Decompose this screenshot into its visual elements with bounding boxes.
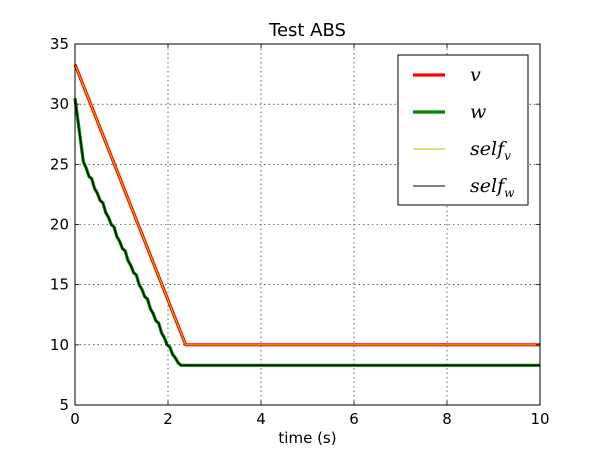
grid-layer	[75, 44, 540, 405]
legend-label-w: w	[470, 101, 486, 123]
legend-label-self-w: selfw	[470, 175, 515, 200]
series-line-self-w	[74, 98, 540, 366]
x-axis-label: time (s)	[278, 429, 336, 447]
y-tick-label: 35	[50, 35, 69, 53]
series-line-self-v	[74, 64, 540, 346]
series-layer	[73, 63, 540, 367]
legend-label-subscript: v	[504, 149, 511, 163]
chart-title: Test ABS	[268, 20, 346, 41]
x-tick-label: 0	[70, 410, 80, 428]
y-tick-label: 30	[50, 95, 69, 113]
legend-box	[397, 54, 529, 206]
y-tick-label: 20	[50, 216, 69, 234]
y-tick-label: 5	[59, 396, 69, 414]
x-tick-label: 8	[442, 410, 452, 428]
y-tick-label: 25	[50, 155, 69, 173]
y-tick-label: 15	[50, 276, 69, 294]
x-tick-label: 6	[349, 410, 359, 428]
x-tick-label: 2	[163, 410, 173, 428]
x-tick-label: 10	[530, 410, 549, 428]
legend-label-v: v	[470, 64, 481, 86]
x-tick-label: 4	[256, 410, 266, 428]
legend-label-subscript: w	[504, 186, 515, 200]
ticks-layer: 0 2 4 6 8 10 5 10 15 20 25 30 35	[50, 35, 550, 428]
y-tick-label: 10	[50, 336, 69, 354]
